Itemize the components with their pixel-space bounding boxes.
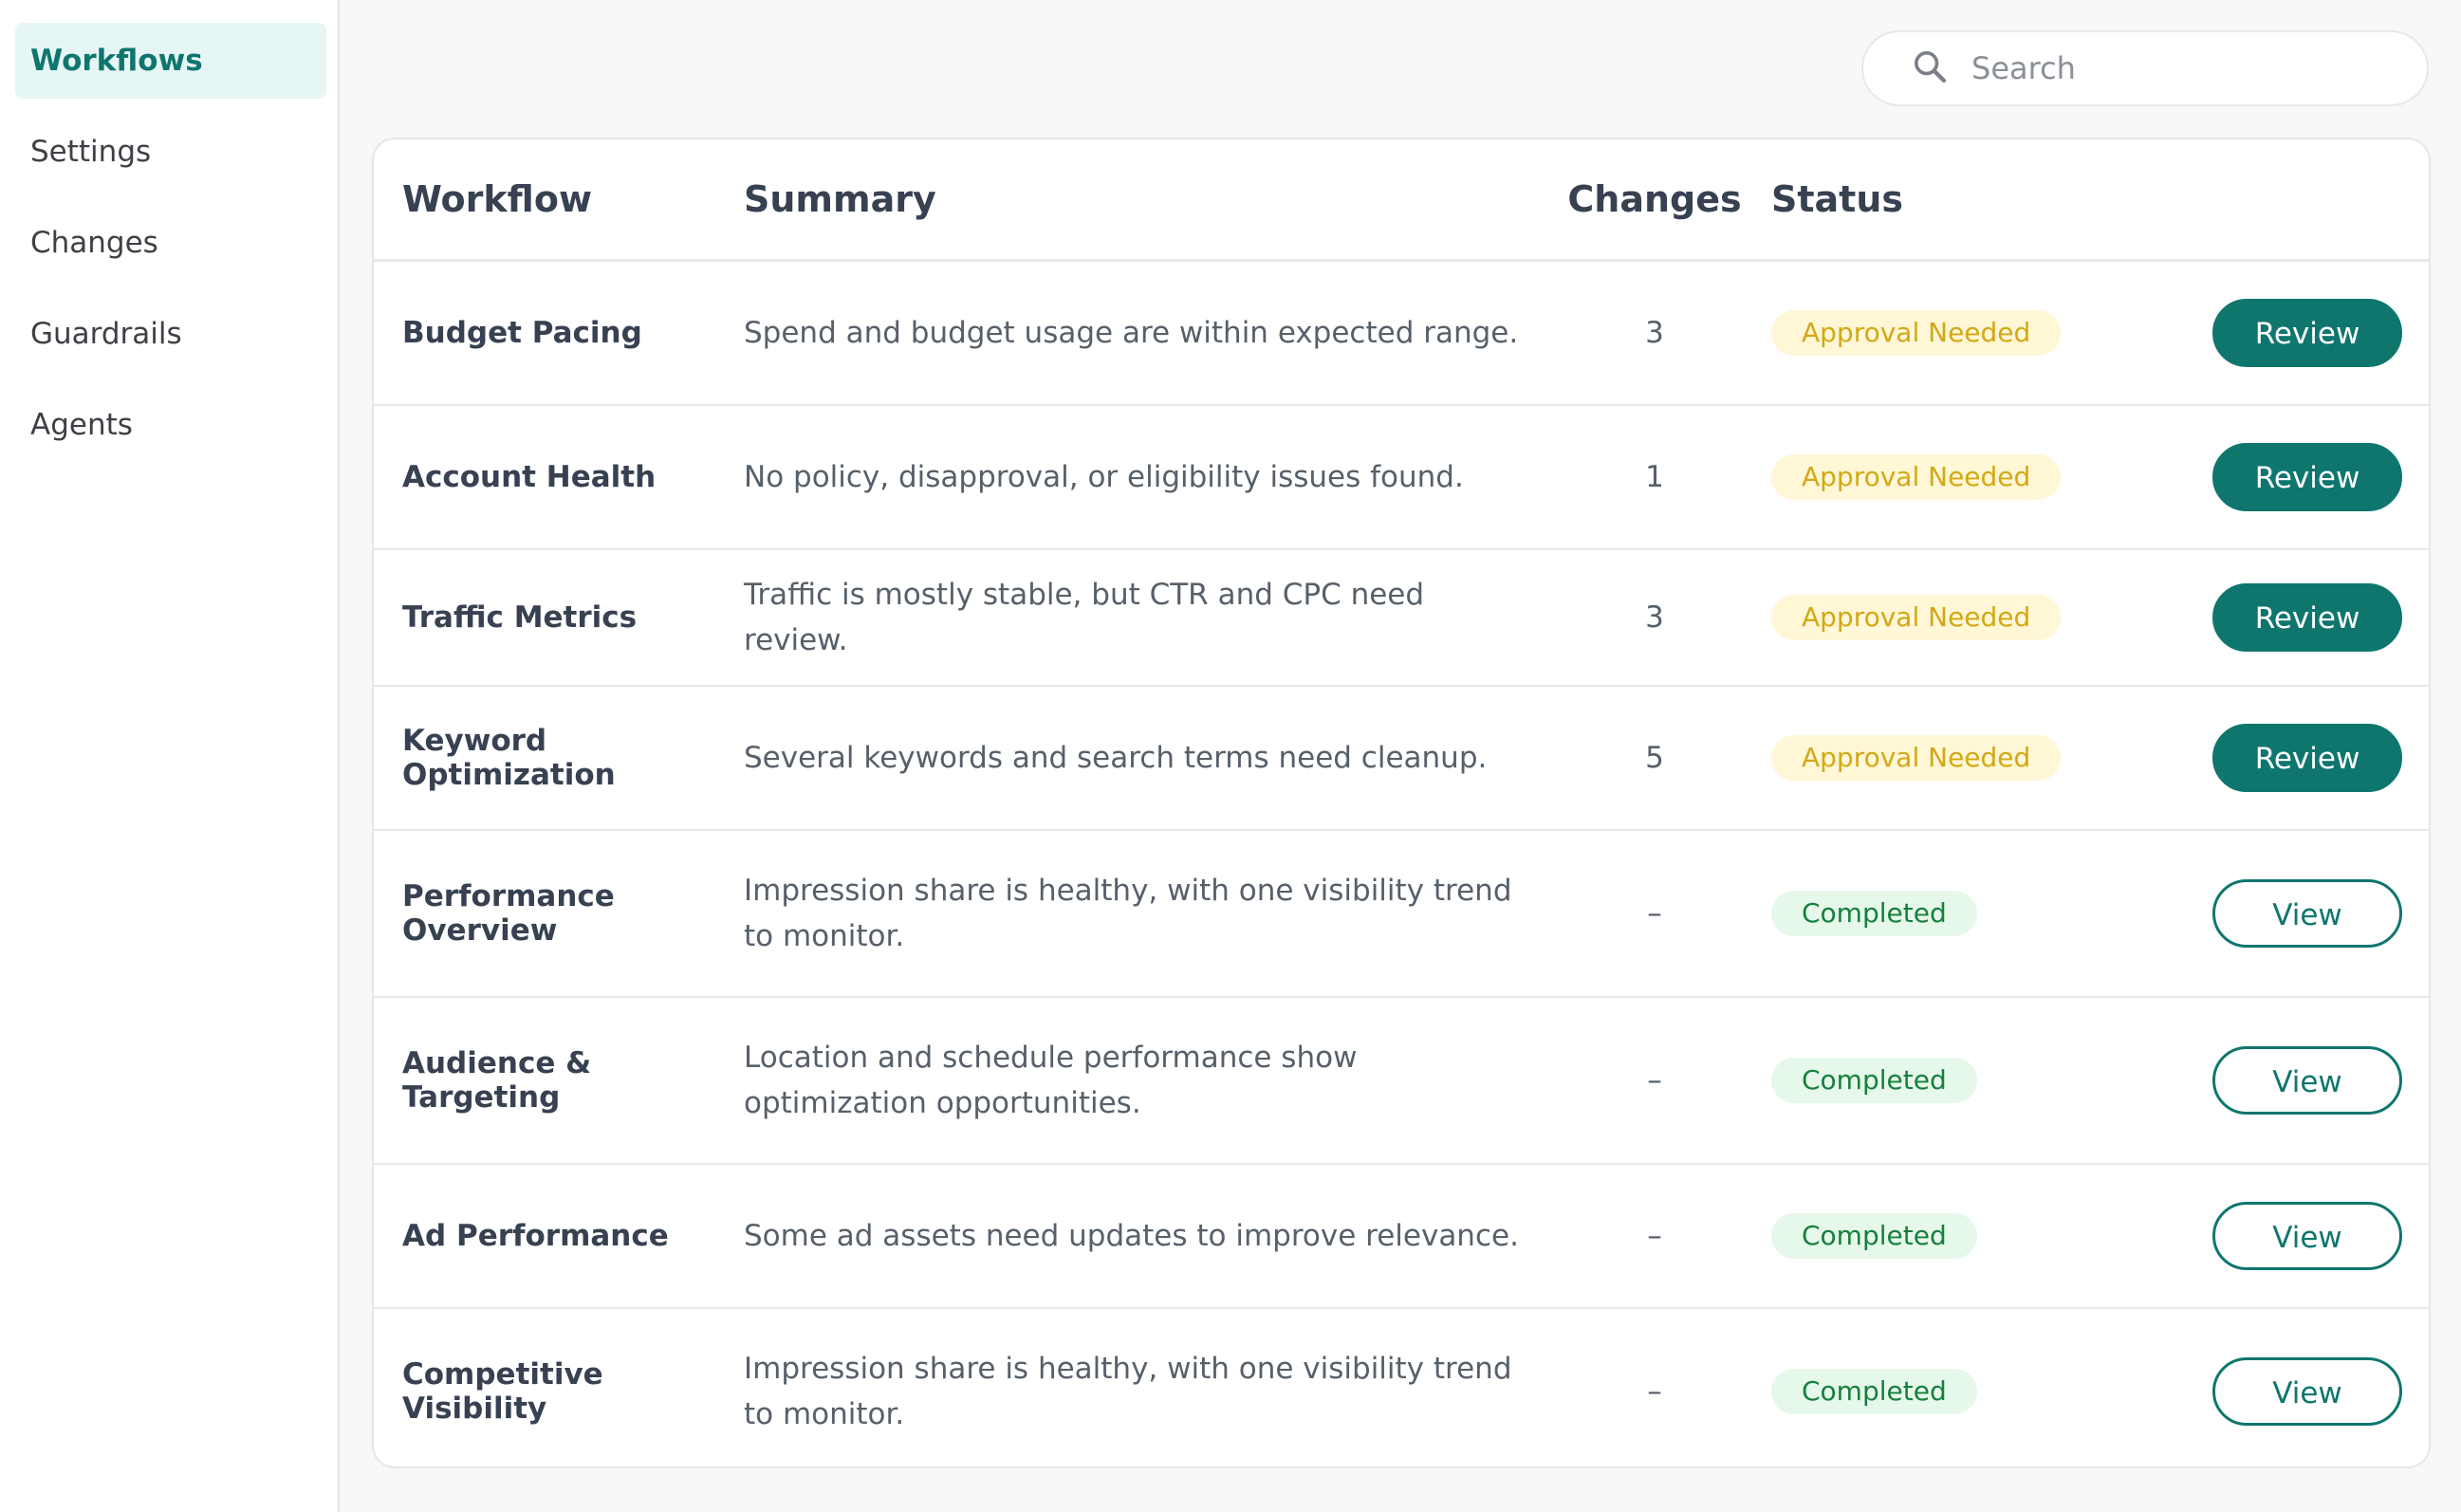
status-badge: Approval Needed bbox=[1771, 309, 2062, 356]
table-row: Performance Overview Impression share is … bbox=[374, 829, 2429, 998]
table-row: Audience & Targeting Location and schedul… bbox=[374, 996, 2429, 1165]
action-cell: Review bbox=[2143, 260, 2429, 406]
action-cell: View bbox=[2143, 1308, 2429, 1467]
status-cell: Completed bbox=[1754, 1163, 2143, 1309]
table-header: Workflow Summary Changes Status bbox=[374, 139, 2429, 262]
status-badge: Approval Needed bbox=[1771, 594, 2062, 640]
status-cell: Approval Needed bbox=[1754, 548, 2143, 687]
sidebar-item-workflows[interactable]: Workflows bbox=[15, 23, 326, 99]
review-button[interactable]: Review bbox=[2212, 723, 2402, 792]
workflow-summary: Some ad assets need updates to improve r… bbox=[744, 1163, 1555, 1309]
table-row: Budget Pacing Spend and budget usage are … bbox=[374, 260, 2429, 406]
workflow-summary: Impression share is healthy, with one vi… bbox=[744, 829, 1555, 998]
changes-count: – bbox=[1555, 829, 1754, 998]
action-cell: View bbox=[2143, 829, 2429, 998]
search-bar[interactable] bbox=[1861, 30, 2429, 106]
changes-count: – bbox=[1555, 1163, 1754, 1309]
status-badge: Approval Needed bbox=[1771, 453, 2062, 500]
search-icon bbox=[1911, 47, 1970, 89]
table-row: Keyword Optimization Several keywords and… bbox=[374, 685, 2429, 831]
status-badge: Approval Needed bbox=[1771, 734, 2062, 781]
changes-count: 3 bbox=[1555, 548, 1754, 687]
status-badge: Completed bbox=[1771, 1212, 1977, 1259]
column-header-status: Status bbox=[1754, 139, 2143, 262]
workflow-summary: Spend and budget usage are within expect… bbox=[744, 260, 1555, 406]
search-input[interactable] bbox=[1970, 49, 2372, 87]
review-button[interactable]: Review bbox=[2212, 442, 2402, 511]
workflow-summary: Location and schedule performance show o… bbox=[744, 996, 1555, 1165]
sidebar-item-changes[interactable]: Changes bbox=[30, 226, 158, 260]
status-badge: Completed bbox=[1771, 1057, 1977, 1103]
review-button[interactable]: Review bbox=[2212, 582, 2402, 652]
workflow-name: Traffic Metrics bbox=[374, 548, 744, 687]
table-row: Traffic Metrics Traffic is mostly stable,… bbox=[374, 548, 2429, 687]
column-header-changes: Changes bbox=[1555, 139, 1754, 262]
status-cell: Approval Needed bbox=[1754, 260, 2143, 406]
view-button[interactable]: View bbox=[2212, 878, 2402, 948]
workflow-name: Performance Overview bbox=[374, 829, 744, 998]
column-header-actions bbox=[2143, 139, 2429, 262]
status-badge: Completed bbox=[1771, 890, 1977, 936]
action-cell: Review bbox=[2143, 404, 2429, 550]
workflow-summary: Several keywords and search terms need c… bbox=[744, 685, 1555, 831]
status-cell: Completed bbox=[1754, 829, 2143, 998]
action-cell: Review bbox=[2143, 548, 2429, 687]
action-cell: View bbox=[2143, 996, 2429, 1165]
table-row: Ad Performance Some ad assets need update… bbox=[374, 1163, 2429, 1309]
sidebar-item-guardrails[interactable]: Guardrails bbox=[30, 317, 182, 351]
table-row: Competitive Visibility Impression share i… bbox=[374, 1308, 2429, 1467]
status-cell: Completed bbox=[1754, 996, 2143, 1165]
workflow-name: Account Health bbox=[374, 404, 744, 550]
workflow-name: Ad Performance bbox=[374, 1163, 744, 1309]
column-header-workflow: Workflow bbox=[374, 139, 744, 262]
sidebar-item-agents[interactable]: Agents bbox=[30, 408, 133, 442]
sidebar-item-settings[interactable]: Settings bbox=[30, 135, 152, 169]
workflow-summary: No policy, disapproval, or eligibility i… bbox=[744, 404, 1555, 550]
workflow-summary: Traffic is mostly stable, but CTR and CP… bbox=[744, 548, 1555, 687]
changes-count: 5 bbox=[1555, 685, 1754, 831]
review-button[interactable]: Review bbox=[2212, 298, 2402, 367]
changes-count: – bbox=[1647, 1374, 1662, 1409]
workflows-table: Workflow Summary Changes Status Budget P… bbox=[374, 139, 2429, 1467]
column-header-summary: Summary bbox=[744, 139, 1555, 262]
changes-count: – bbox=[1555, 996, 1754, 1165]
status-cell: Completed bbox=[1754, 1308, 2143, 1467]
status-cell: Approval Needed bbox=[1754, 404, 2143, 550]
table-row: Account Health No policy, disapproval, or… bbox=[374, 404, 2429, 550]
workflow-name: Keyword Optimization bbox=[374, 685, 744, 831]
changes-count: 1 bbox=[1555, 404, 1754, 550]
view-button[interactable]: View bbox=[2212, 1045, 2402, 1115]
workflows-panel: Workflow Summary Changes Status Budget P… bbox=[372, 138, 2431, 1468]
workflow-summary: Impression share is healthy, with one vi… bbox=[744, 1352, 1512, 1431]
status-cell: Approval Needed bbox=[1754, 685, 2143, 831]
sidebar: Workflows Settings Changes Guardrails Ag… bbox=[0, 0, 340, 1512]
view-button[interactable]: View bbox=[2212, 1201, 2402, 1270]
changes-count: 3 bbox=[1555, 260, 1754, 406]
action-cell: View bbox=[2143, 1163, 2429, 1309]
view-button[interactable]: View bbox=[2212, 1357, 2402, 1426]
workflow-name: Competitive Visibility bbox=[402, 1357, 603, 1426]
status-badge: Completed bbox=[1771, 1369, 1977, 1414]
workflow-name: Audience & Targeting bbox=[374, 996, 744, 1165]
workflow-name: Budget Pacing bbox=[374, 260, 744, 406]
action-cell: Review bbox=[2143, 685, 2429, 831]
table-body: Budget Pacing Spend and budget usage are … bbox=[374, 260, 2429, 1467]
